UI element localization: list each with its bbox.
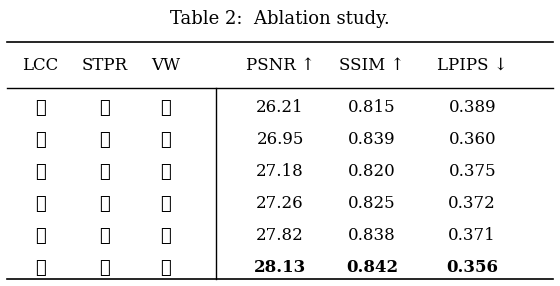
- Text: VW: VW: [151, 57, 180, 74]
- Text: 0.839: 0.839: [348, 131, 396, 148]
- Text: 0.815: 0.815: [348, 99, 396, 116]
- Text: 0.356: 0.356: [446, 259, 498, 276]
- Text: 27.26: 27.26: [256, 195, 304, 212]
- Text: 0.842: 0.842: [346, 259, 398, 276]
- Text: ✓: ✓: [99, 227, 110, 245]
- Text: ✓: ✓: [160, 259, 171, 277]
- Text: ✓: ✓: [35, 163, 46, 180]
- Text: ✗: ✗: [99, 163, 110, 180]
- Text: STPR: STPR: [81, 57, 128, 74]
- Text: ✗: ✗: [35, 99, 46, 117]
- Text: Table 2:  Ablation study.: Table 2: Ablation study.: [170, 10, 390, 28]
- Text: 0.838: 0.838: [348, 227, 396, 244]
- Text: 28.13: 28.13: [254, 259, 306, 276]
- Text: ✗: ✗: [160, 99, 171, 117]
- Text: ✓: ✓: [99, 131, 110, 149]
- Text: 26.95: 26.95: [256, 131, 304, 148]
- Text: ✗: ✗: [160, 227, 171, 245]
- Text: ✓: ✓: [160, 194, 171, 212]
- Text: 0.825: 0.825: [348, 195, 396, 212]
- Text: ✓: ✓: [35, 259, 46, 277]
- Text: LCC: LCC: [22, 57, 58, 74]
- Text: ✗: ✗: [99, 99, 110, 117]
- Text: 0.371: 0.371: [449, 227, 496, 244]
- Text: 26.21: 26.21: [256, 99, 304, 116]
- Text: ✗: ✗: [160, 131, 171, 149]
- Text: PSNR ↑: PSNR ↑: [246, 57, 314, 74]
- Text: 0.360: 0.360: [449, 131, 496, 148]
- Text: ✓: ✓: [35, 194, 46, 212]
- Text: ✗: ✗: [160, 163, 171, 180]
- Text: ✓: ✓: [99, 259, 110, 277]
- Text: 0.375: 0.375: [449, 163, 496, 180]
- Text: 0.389: 0.389: [449, 99, 496, 116]
- Text: 0.820: 0.820: [348, 163, 396, 180]
- Text: LPIPS ↓: LPIPS ↓: [437, 57, 507, 74]
- Text: ✗: ✗: [35, 131, 46, 149]
- Text: 27.18: 27.18: [256, 163, 304, 180]
- Text: 0.372: 0.372: [449, 195, 496, 212]
- Text: 27.82: 27.82: [256, 227, 304, 244]
- Text: ✗: ✗: [99, 194, 110, 212]
- Text: SSIM ↑: SSIM ↑: [339, 57, 405, 74]
- Text: ✓: ✓: [35, 227, 46, 245]
